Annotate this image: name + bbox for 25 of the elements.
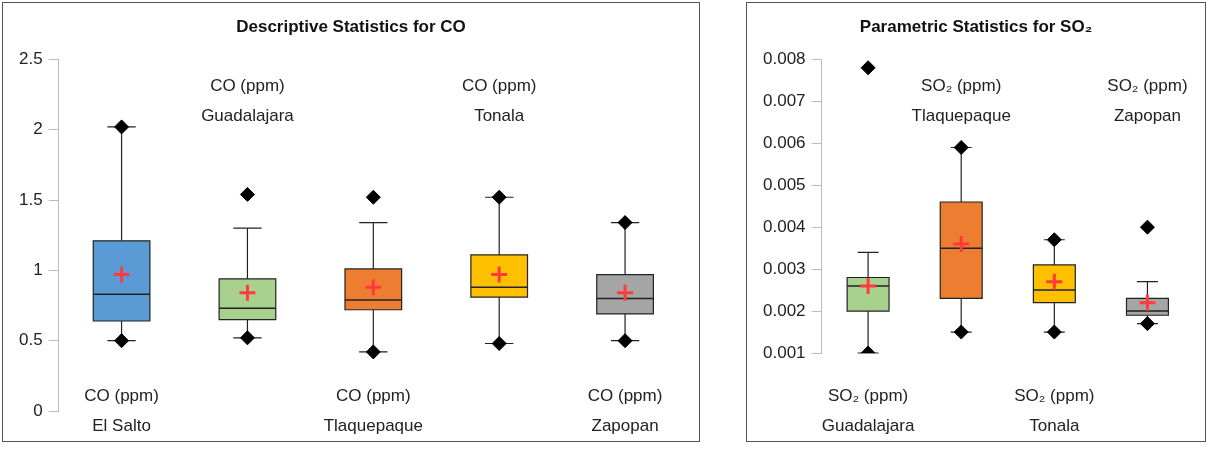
x-tick-label: CO (ppm) El Salto <box>84 386 159 435</box>
y-tick-label: 0.006 <box>762 132 806 152</box>
y-tick-label: 0.008 <box>762 49 806 69</box>
x-tick-label: SO₂ (ppm) Zapopan <box>1107 76 1188 126</box>
y-tick-label: 0.003 <box>762 258 806 278</box>
y-tick-label: 0.002 <box>762 300 806 320</box>
y-tick-label: 0 <box>33 400 43 420</box>
x-tick-label: SO₂ (ppm) Guadalajara <box>821 386 915 435</box>
x-tick-label: SO₂ (ppm) Tlaquepaque <box>911 76 1011 126</box>
x-tick-label: CO (ppm) Tlaquepaque <box>323 386 423 435</box>
y-tick-label: 2 <box>33 119 43 139</box>
y-tick-label: 0.007 <box>762 91 806 111</box>
y-tick-label: 1.5 <box>18 189 43 209</box>
x-tick-label: SO₂ (ppm) Tonala <box>1014 386 1095 435</box>
y-tick-label: 1 <box>33 260 43 280</box>
x-tick-label: CO (ppm) Zapopan <box>587 386 663 435</box>
chart-title: Parametric Statistics for SO₂ <box>859 16 1093 36</box>
x-tick-label: CO (ppm) Tonala <box>461 76 537 126</box>
y-tick-label: 0.005 <box>762 174 806 194</box>
y-tick-label: 0.004 <box>762 216 806 236</box>
x-tick-label: CO (ppm) Guadalajara <box>201 76 295 126</box>
chart-title: Descriptive Statistics for CO <box>236 16 466 36</box>
y-tick-label: 2.5 <box>18 49 43 69</box>
y-tick-label: 0.5 <box>18 330 43 350</box>
y-tick-label: 0.001 <box>762 342 806 362</box>
